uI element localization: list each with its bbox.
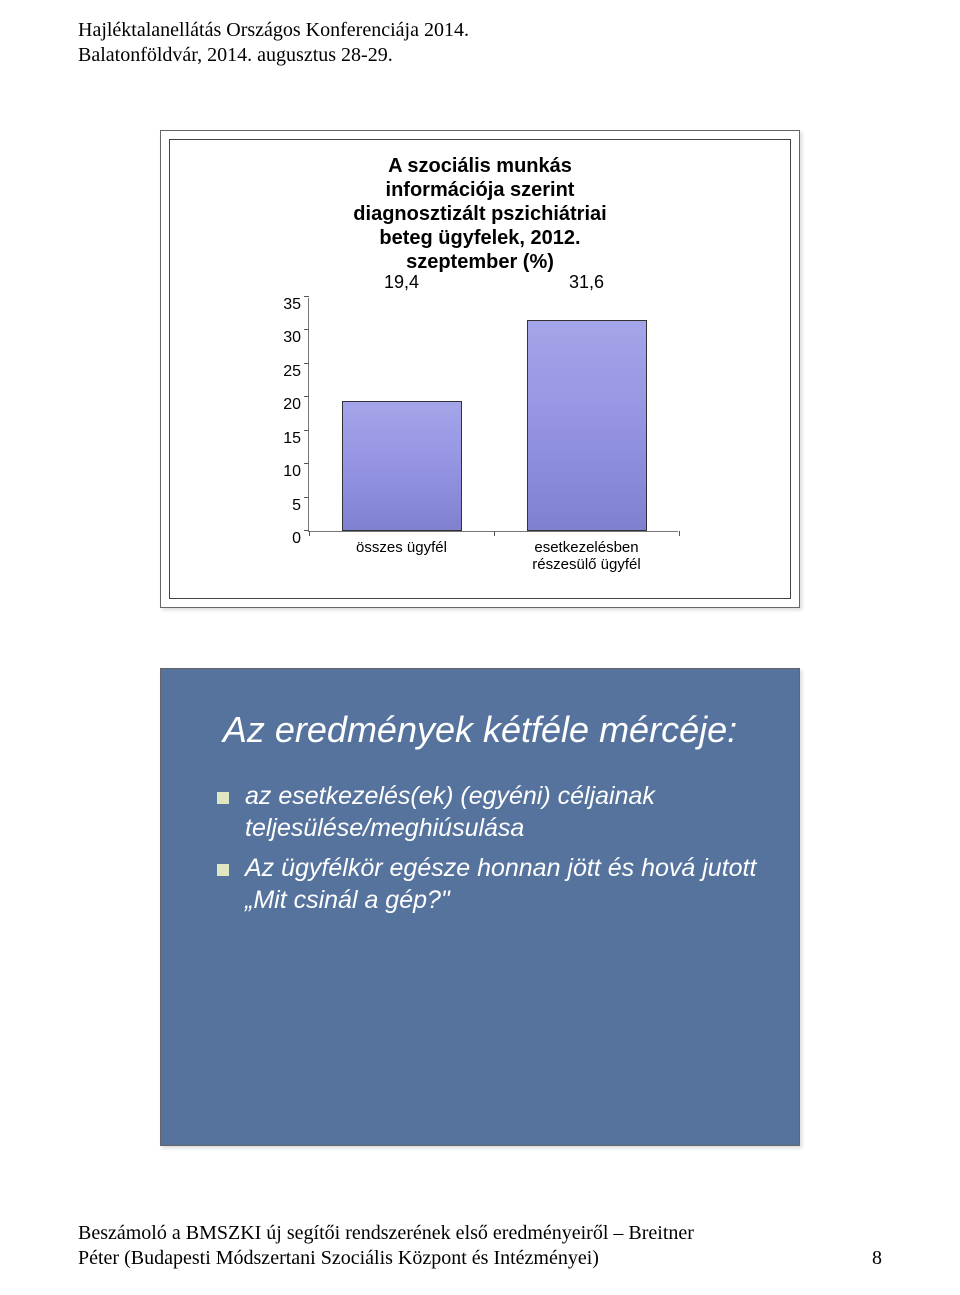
- bullet-list: az esetkezelés(ek) (egyéni) céljainak te…: [201, 780, 759, 916]
- y-tick-label: 30: [269, 329, 309, 347]
- header-line-2: Balatonföldvár, 2014. augusztus 28-29.: [78, 43, 469, 68]
- bullet-item: Az ügyfélkör egésze honnan jött és hová …: [217, 852, 759, 916]
- chart-title-line: szeptember (%): [170, 250, 790, 274]
- footer-line-2: Péter (Budapesti Módszertani Szociális K…: [78, 1246, 882, 1271]
- y-tick-label: 15: [269, 430, 309, 448]
- bullet-item: az esetkezelés(ek) (egyéni) céljainak te…: [217, 780, 759, 844]
- slide-text: Az eredmények kétféle mércéje: az esetke…: [160, 668, 800, 1146]
- bar-value-label: 31,6: [527, 272, 647, 320]
- y-tick-label: 10: [269, 463, 309, 481]
- chart-bar: [342, 401, 462, 531]
- y-tick-label: 5: [269, 497, 309, 515]
- page-number: 8: [872, 1246, 882, 1271]
- category-label: esetkezelésben részesülő ügyfél: [494, 539, 679, 574]
- y-tick-mark: [304, 363, 309, 364]
- y-tick-mark: [304, 463, 309, 464]
- y-tick-mark: [304, 396, 309, 397]
- y-tick-label: 20: [269, 396, 309, 414]
- x-tick-mark: [494, 531, 495, 536]
- chart-title-line: információja szerint: [170, 178, 790, 202]
- y-tick-mark: [304, 329, 309, 330]
- y-tick-mark: [304, 497, 309, 498]
- x-tick-mark: [309, 531, 310, 536]
- chart-title-line: A szociális munkás: [170, 154, 790, 178]
- bar-value-label: 19,4: [342, 272, 462, 401]
- chart-bar: [527, 320, 647, 531]
- slide-text-inner: Az eredmények kétféle mércéje: az esetke…: [201, 709, 759, 1105]
- footer-line-1: Beszámoló a BMSZKI új segítői rendszerén…: [78, 1221, 882, 1246]
- slide-chart: A szociális munkás információja szerint …: [160, 130, 800, 608]
- slide2-title: Az eredmények kétféle mércéje:: [201, 709, 759, 750]
- category-label: összes ügyfél: [309, 539, 494, 556]
- chart-panel: A szociális munkás információja szerint …: [169, 139, 791, 599]
- y-tick-mark: [304, 296, 309, 297]
- chart-plot: 0510152025303519,4összes ügyfél31,6esetk…: [308, 298, 678, 532]
- y-tick-mark: [304, 430, 309, 431]
- chart-area: 0510152025303519,4összes ügyfél31,6esetk…: [250, 298, 720, 578]
- page-footer: Beszámoló a BMSZKI új segítői rendszerén…: [78, 1221, 882, 1271]
- y-tick-label: 25: [269, 363, 309, 381]
- x-tick-mark: [679, 531, 680, 536]
- chart-title-line: diagnosztizált pszichiátriai: [170, 202, 790, 226]
- chart-title: A szociális munkás információja szerint …: [170, 154, 790, 274]
- page-header: Hajléktalanellátás Országos Konferenciáj…: [78, 18, 469, 68]
- bullet-text: Az ügyfélkör egésze honnan jött és hová …: [245, 854, 756, 914]
- slides-container: A szociális munkás információja szerint …: [160, 130, 800, 1206]
- header-line-1: Hajléktalanellátás Országos Konferenciáj…: [78, 18, 469, 43]
- y-tick-label: 0: [269, 530, 309, 548]
- bullet-text: az esetkezelés(ek) (egyéni) céljainak te…: [245, 782, 655, 842]
- y-tick-label: 35: [269, 296, 309, 314]
- chart-title-line: beteg ügyfelek, 2012.: [170, 226, 790, 250]
- footer-line-2-text: Péter (Budapesti Módszertani Szociális K…: [78, 1247, 599, 1269]
